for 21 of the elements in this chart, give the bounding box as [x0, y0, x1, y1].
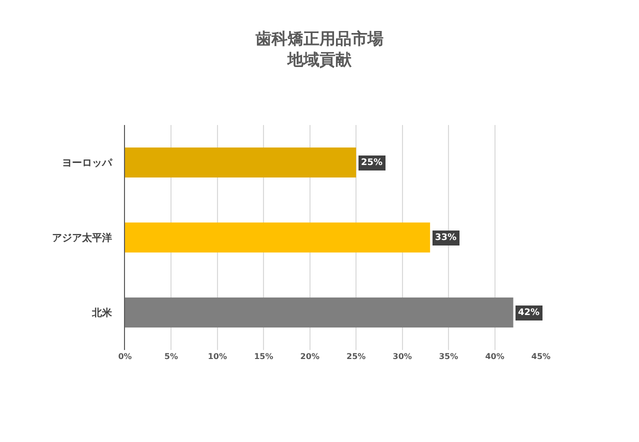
x-tick-label: 45% — [531, 352, 551, 361]
x-tick-label: 15% — [254, 352, 274, 361]
x-tick-label: 30% — [392, 352, 412, 361]
x-tick-label: 5% — [164, 352, 178, 361]
x-tick-label: 0% — [118, 352, 132, 361]
bar — [125, 148, 356, 178]
x-tick-label: 25% — [346, 352, 366, 361]
data-label: 25% — [361, 158, 383, 168]
x-tick-label: 20% — [300, 352, 320, 361]
bar — [125, 298, 514, 328]
x-tick-label: 10% — [208, 352, 228, 361]
y-tick-label: 北米 — [91, 307, 113, 319]
y-tick-label: ヨーロッパ — [62, 158, 113, 169]
x-tick-label: 35% — [438, 352, 458, 361]
chart-title: 歯科矯正用品市場 — [254, 29, 384, 48]
chart-subtitle: 地域貢献 — [286, 50, 352, 69]
data-label: 42% — [518, 308, 540, 318]
y-tick-label: アジア太平洋 — [52, 232, 112, 244]
x-tick-label: 40% — [485, 352, 504, 361]
data-label: 33% — [435, 233, 457, 243]
bar — [125, 222, 430, 252]
